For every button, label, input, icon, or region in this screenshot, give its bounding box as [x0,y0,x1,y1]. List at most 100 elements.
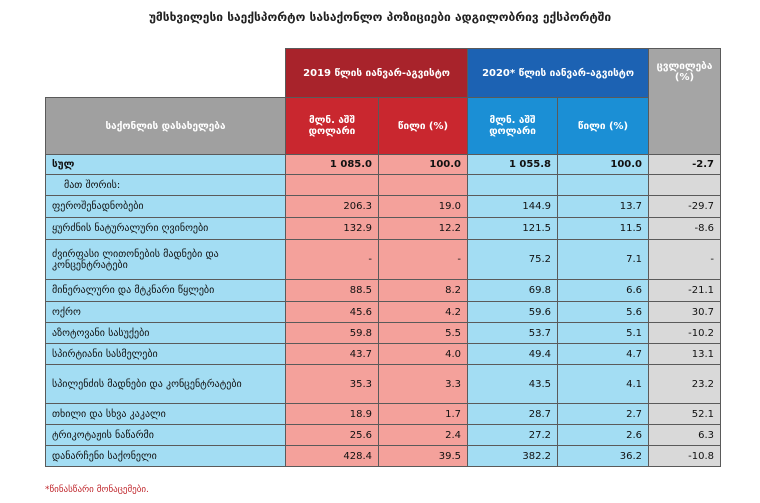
table-cell: -2.7 [648,154,722,175]
table-cell: 4.7 [557,343,650,365]
row-label: ყურძნის ნატურალური ღვინოები [45,217,286,240]
table-cell [285,174,379,196]
table-cell: 11.5 [557,217,650,240]
title: უმსხვილესი საექსპორტო სასაქონლო პოზიციებ… [148,10,612,24]
header-share: წილი (%) [557,97,650,155]
table-cell: 43.5 [467,364,559,404]
table-cell: 3.3 [377,364,469,404]
table-cell: 39.5 [377,445,469,467]
table-cell: - [648,239,722,280]
footnote: *წინასწარი მონაცემები. [45,485,149,495]
header-share: წილი (%) [377,97,469,155]
row-label: სპილენძის მადნები და კონცენტრატები [45,364,286,404]
blank [45,48,286,98]
table-cell: 132.9 [285,217,379,240]
table-cell: -29.7 [648,195,722,218]
row-label: ძვირფასი ლითონების მადნები და კონცენტრატ… [45,239,286,280]
table-row: თხილი და სხვა კაკალი 18.9 1.7 28.7 2.7 52.1 [45,403,722,425]
header-value: მლნ. აშშ დოლარი [467,97,559,155]
table-cell: 30.7 [648,301,722,323]
table-cell: 8.2 [377,279,469,302]
table-cell: 100.0 [377,154,469,175]
table-cell: 19.0 [377,195,469,218]
table-cell: 6.3 [648,424,722,446]
table-cell: 2.4 [377,424,469,446]
table-cell: 100.0 [557,154,650,175]
row-label: დანარჩენი საქონელი [45,445,286,467]
table-row: ძვირფასი ლითონების მადნები და კონცენტრატ… [45,239,722,280]
table-row: ფეროშენადნობები 206.3 19.0 144.9 13.7 -29.7 [45,195,722,218]
table-cell: 5.1 [557,322,650,344]
table-cell: -10.2 [648,322,722,344]
table-cell: 4.2 [377,301,469,323]
table-cell: 382.2 [467,445,559,467]
row-label: ოქრო [45,301,286,323]
table-cell: 59.6 [467,301,559,323]
table-cell: 43.7 [285,343,379,365]
table-cell: -8.6 [648,217,722,240]
table-cell: 52.1 [648,403,722,425]
row-label: ფეროშენადნობები [45,195,286,218]
table-cell: 121.5 [467,217,559,240]
table-cell: 36.2 [557,445,650,467]
table-cell: 25.6 [285,424,379,446]
table-cell: 4.1 [557,364,650,404]
table-row: ყურძნის ნატურალური ღვინოები 132.9 12.2 121.… [45,217,722,240]
table-cell: 13.7 [557,195,650,218]
table-cell: 53.7 [467,322,559,344]
table-cell: 428.4 [285,445,379,467]
table-cell: 7.1 [557,239,650,280]
table-cell: 59.8 [285,322,379,344]
table-cell: 27.2 [467,424,559,446]
table-cell: 144.9 [467,195,559,218]
header-name: საქონლის დასახელება [45,97,286,155]
table-row: მათ შორის: [45,174,722,196]
table-cell: 1 055.8 [467,154,559,175]
header-change: ცვლილება (%) [648,48,722,155]
table-body: სულ 1 085.0 100.0 1 055.8 100.0 -2.7 მათ შორის… [45,154,722,467]
table-cell: 13.1 [648,343,722,365]
row-label: ტრიკოტაჟის ნაწარმი [45,424,286,446]
table-cell: 69.8 [467,279,559,302]
table-cell: 23.2 [648,364,722,404]
table-row: დანარჩენი საქონელი 428.4 39.5 382.2 36.2 -10.… [45,445,722,467]
table-cell: 49.4 [467,343,559,365]
table-cell: 6.6 [557,279,650,302]
table-row: სპილენძის მადნები და კონცენტრატები 35.3 3.… [45,364,722,404]
table-cell: -21.1 [648,279,722,302]
table-cell: - [377,239,469,280]
table-cell: 206.3 [285,195,379,218]
table-cell: 5.6 [557,301,650,323]
table-cell: 88.5 [285,279,379,302]
table-cell: 2.7 [557,403,650,425]
table-cell: -10.8 [648,445,722,467]
table-row: სპირტიანი სასმელები 43.7 4.0 49.4 4.7 13.1 [45,343,722,365]
row-label: თხილი და სხვა კაკალი [45,403,286,425]
table-cell [557,174,650,196]
table-cell [648,174,722,196]
table-cell [467,174,559,196]
export-table: 2019 წლის იანვარ-აგვისტო 2020* წლის იანვ… [45,48,722,467]
row-label: მინერალური და მტკნარი წყლები [45,279,286,302]
table-cell: - [285,239,379,280]
table-cell: 75.2 [467,239,559,280]
row-label: სულ [45,154,286,175]
table-cell: 28.7 [467,403,559,425]
table-cell: 35.3 [285,364,379,404]
header-2019: 2019 წლის იანვარ-აგვისტო [284,48,469,98]
table-cell [377,174,469,196]
table-cell: 18.9 [285,403,379,425]
table-cell: 1.7 [377,403,469,425]
row-label: სპირტიანი სასმელები [45,343,286,365]
table-row: სულ 1 085.0 100.0 1 055.8 100.0 -2.7 [45,154,722,175]
row-label: აზოტოვანი სასუქები [45,322,286,344]
table-cell: 12.2 [377,217,469,240]
header-2020: 2020* წლის იანვარ-აგვისტო [467,48,650,98]
table-cell: 2.6 [557,424,650,446]
table-cell: 45.6 [285,301,379,323]
table-cell: 1 085.0 [285,154,379,175]
row-label: მათ შორის: [45,174,286,196]
table-row: აზოტოვანი სასუქები 59.8 5.5 53.7 5.1 -10.2 [45,322,722,344]
table-row: ოქრო 45.6 4.2 59.6 5.6 30.7 [45,301,722,323]
